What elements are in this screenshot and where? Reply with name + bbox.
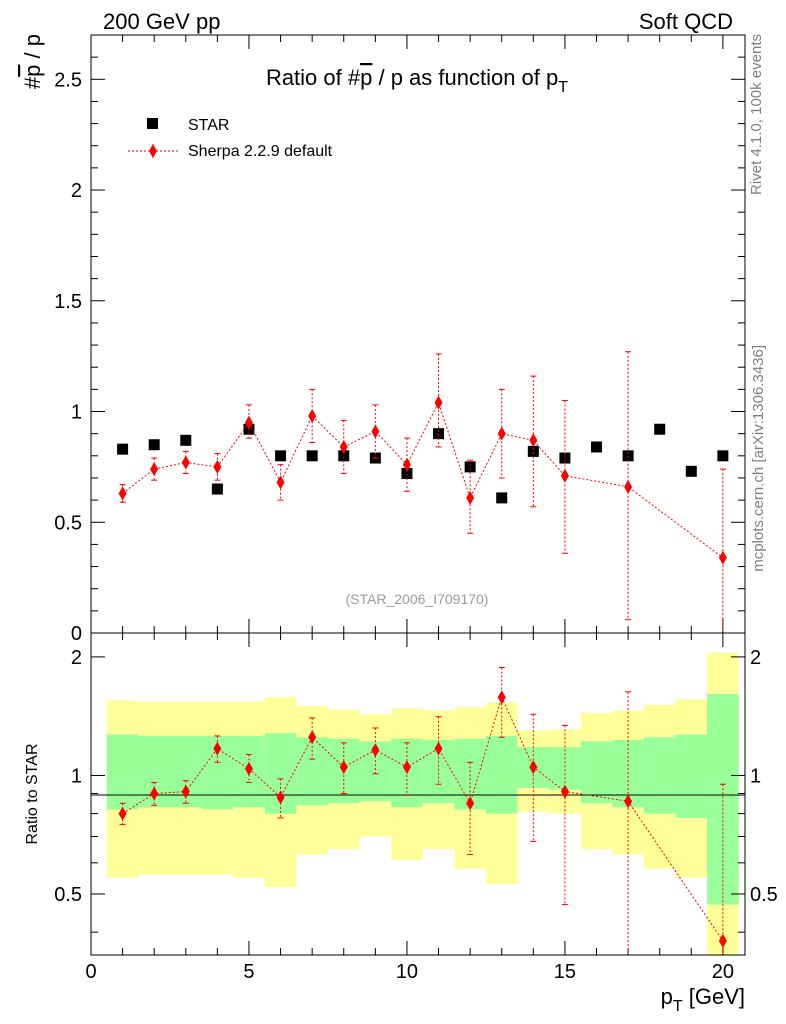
star-point xyxy=(496,492,508,504)
bottom-ytick-label-right: 0.5 xyxy=(750,884,778,906)
xtick-label: 10 xyxy=(396,961,418,983)
xtick-label: 20 xyxy=(712,961,734,983)
ratio-point xyxy=(371,743,380,758)
sherpa-point xyxy=(276,475,285,490)
top-ytick-label: 2 xyxy=(71,180,82,202)
analysis-id: (STAR_2006_I709170) xyxy=(346,591,489,607)
bottom-ytick-label-right: 2 xyxy=(750,647,761,669)
ratio-point xyxy=(276,790,285,805)
bottom-ytick-label-left: 1 xyxy=(71,765,82,787)
x-axis-label: pT [GeV] xyxy=(661,984,745,1015)
sherpa-point xyxy=(213,459,222,474)
ratio-point xyxy=(529,760,538,775)
ratio-point xyxy=(434,741,443,756)
sherpa-point xyxy=(181,455,190,470)
top-panel-series xyxy=(117,351,729,634)
green-band xyxy=(580,741,613,804)
bottom-ylabel: Ratio to STAR xyxy=(24,743,41,844)
ratio-point xyxy=(466,796,475,811)
xtick-label: 0 xyxy=(85,961,96,983)
star-point xyxy=(591,441,603,453)
star-point xyxy=(306,450,318,462)
top-ylabel: #p / p xyxy=(20,34,45,89)
legend: STAR Sherpa 2.2.9 default xyxy=(128,117,333,160)
top-ytick-label: 2.5 xyxy=(54,69,82,91)
bottom-panel-frame xyxy=(90,632,746,956)
star-point xyxy=(338,450,350,462)
star-point xyxy=(717,450,729,462)
ratio-point xyxy=(181,784,190,799)
star-point xyxy=(527,445,539,457)
bottom-panel-ticks: 0.5 0.51 12 20 5 10 15 20 xyxy=(54,633,778,983)
star-point xyxy=(685,465,697,477)
star-point xyxy=(180,434,192,446)
sherpa-point xyxy=(244,415,253,430)
plot-title: Ratio of #p / p as function of pT xyxy=(266,65,568,96)
ratio-point xyxy=(624,794,633,809)
sherpa-point xyxy=(339,439,348,454)
ratio-point xyxy=(308,730,317,745)
star-point xyxy=(117,443,129,455)
star-point xyxy=(211,483,223,495)
sherpa-point xyxy=(624,479,633,494)
green-band xyxy=(106,734,139,810)
sherpa-point xyxy=(118,486,127,501)
sherpa-point xyxy=(497,426,506,441)
sherpa-point xyxy=(308,408,317,423)
ratio-point xyxy=(718,933,727,948)
bottom-ytick-label-right: 1 xyxy=(750,765,761,787)
ratio-point xyxy=(560,784,569,799)
ratio-point xyxy=(497,690,506,705)
star-point xyxy=(148,439,160,451)
bottom-ytick-label-left: 2 xyxy=(71,647,82,669)
legend-sherpa-label: Sherpa 2.2.9 default xyxy=(188,143,333,160)
sherpa-point xyxy=(434,395,443,410)
xtick-label: 15 xyxy=(554,961,576,983)
top-ytick-label-zero: 0 xyxy=(71,623,82,645)
sherpa-point xyxy=(466,490,475,505)
green-band xyxy=(643,737,676,814)
sherpa-point xyxy=(529,433,538,448)
xtick-label: 5 xyxy=(243,961,254,983)
sherpa-point xyxy=(402,457,411,472)
legend-star-label: STAR xyxy=(188,117,229,134)
legend-sherpa-marker xyxy=(149,144,157,158)
header-left: 200 GeV pp xyxy=(103,9,220,34)
ratio-point xyxy=(213,741,222,756)
top-ytick-label: 1.5 xyxy=(54,291,82,313)
ratio-point xyxy=(150,786,159,801)
bottom-panel-series xyxy=(118,666,727,955)
mcplots-label: mcplots.cern.ch [arXiv:1306.3436] xyxy=(750,345,767,572)
header-right: Soft QCD xyxy=(639,9,733,34)
sherpa-point xyxy=(371,424,380,439)
top-ytick-label: 0.5 xyxy=(54,512,82,534)
ratio-uncertainty-bands xyxy=(106,652,739,955)
top-ytick-label: 1 xyxy=(71,402,82,424)
ratio-point xyxy=(339,760,348,775)
sherpa-point xyxy=(560,468,569,483)
star-point xyxy=(275,450,287,462)
green-band xyxy=(485,735,518,814)
sherpa-point xyxy=(150,462,159,477)
star-point xyxy=(401,468,413,480)
sherpa-line xyxy=(122,401,724,559)
rivet-label: Rivet 4.1.0, 100k events xyxy=(748,34,765,195)
star-point xyxy=(654,423,666,435)
ratio-point xyxy=(402,760,411,775)
sherpa-point xyxy=(718,550,727,565)
star-point xyxy=(433,428,445,440)
green-band xyxy=(296,737,328,806)
star-point xyxy=(464,461,476,473)
legend-star-marker xyxy=(147,118,158,129)
green-band xyxy=(675,734,708,818)
ratio-point xyxy=(244,761,253,776)
ratio-point xyxy=(118,806,127,821)
bottom-ytick-label-left: 0.5 xyxy=(54,884,82,906)
